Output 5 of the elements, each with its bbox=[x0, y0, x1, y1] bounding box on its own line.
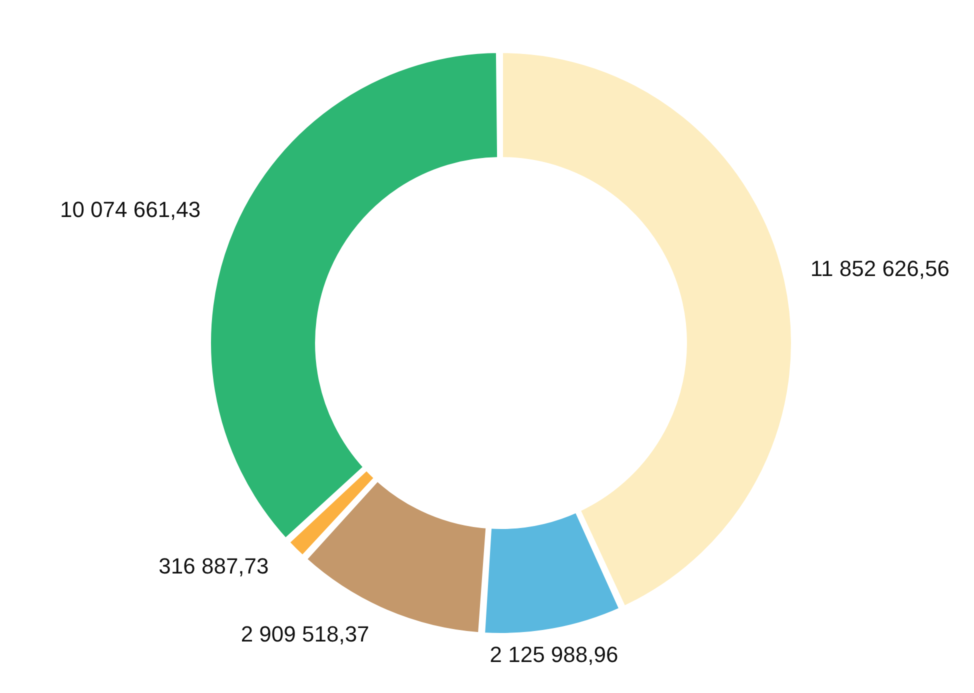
data-label: 2 909 518,37 bbox=[240, 622, 370, 647]
data-label: 2 125 988,96 bbox=[490, 642, 618, 668]
data-label: 316 887,73 bbox=[158, 554, 269, 579]
data-label: 10 074 661,43 bbox=[60, 197, 201, 222]
data-label: 11 852 626,56 bbox=[810, 256, 950, 282]
